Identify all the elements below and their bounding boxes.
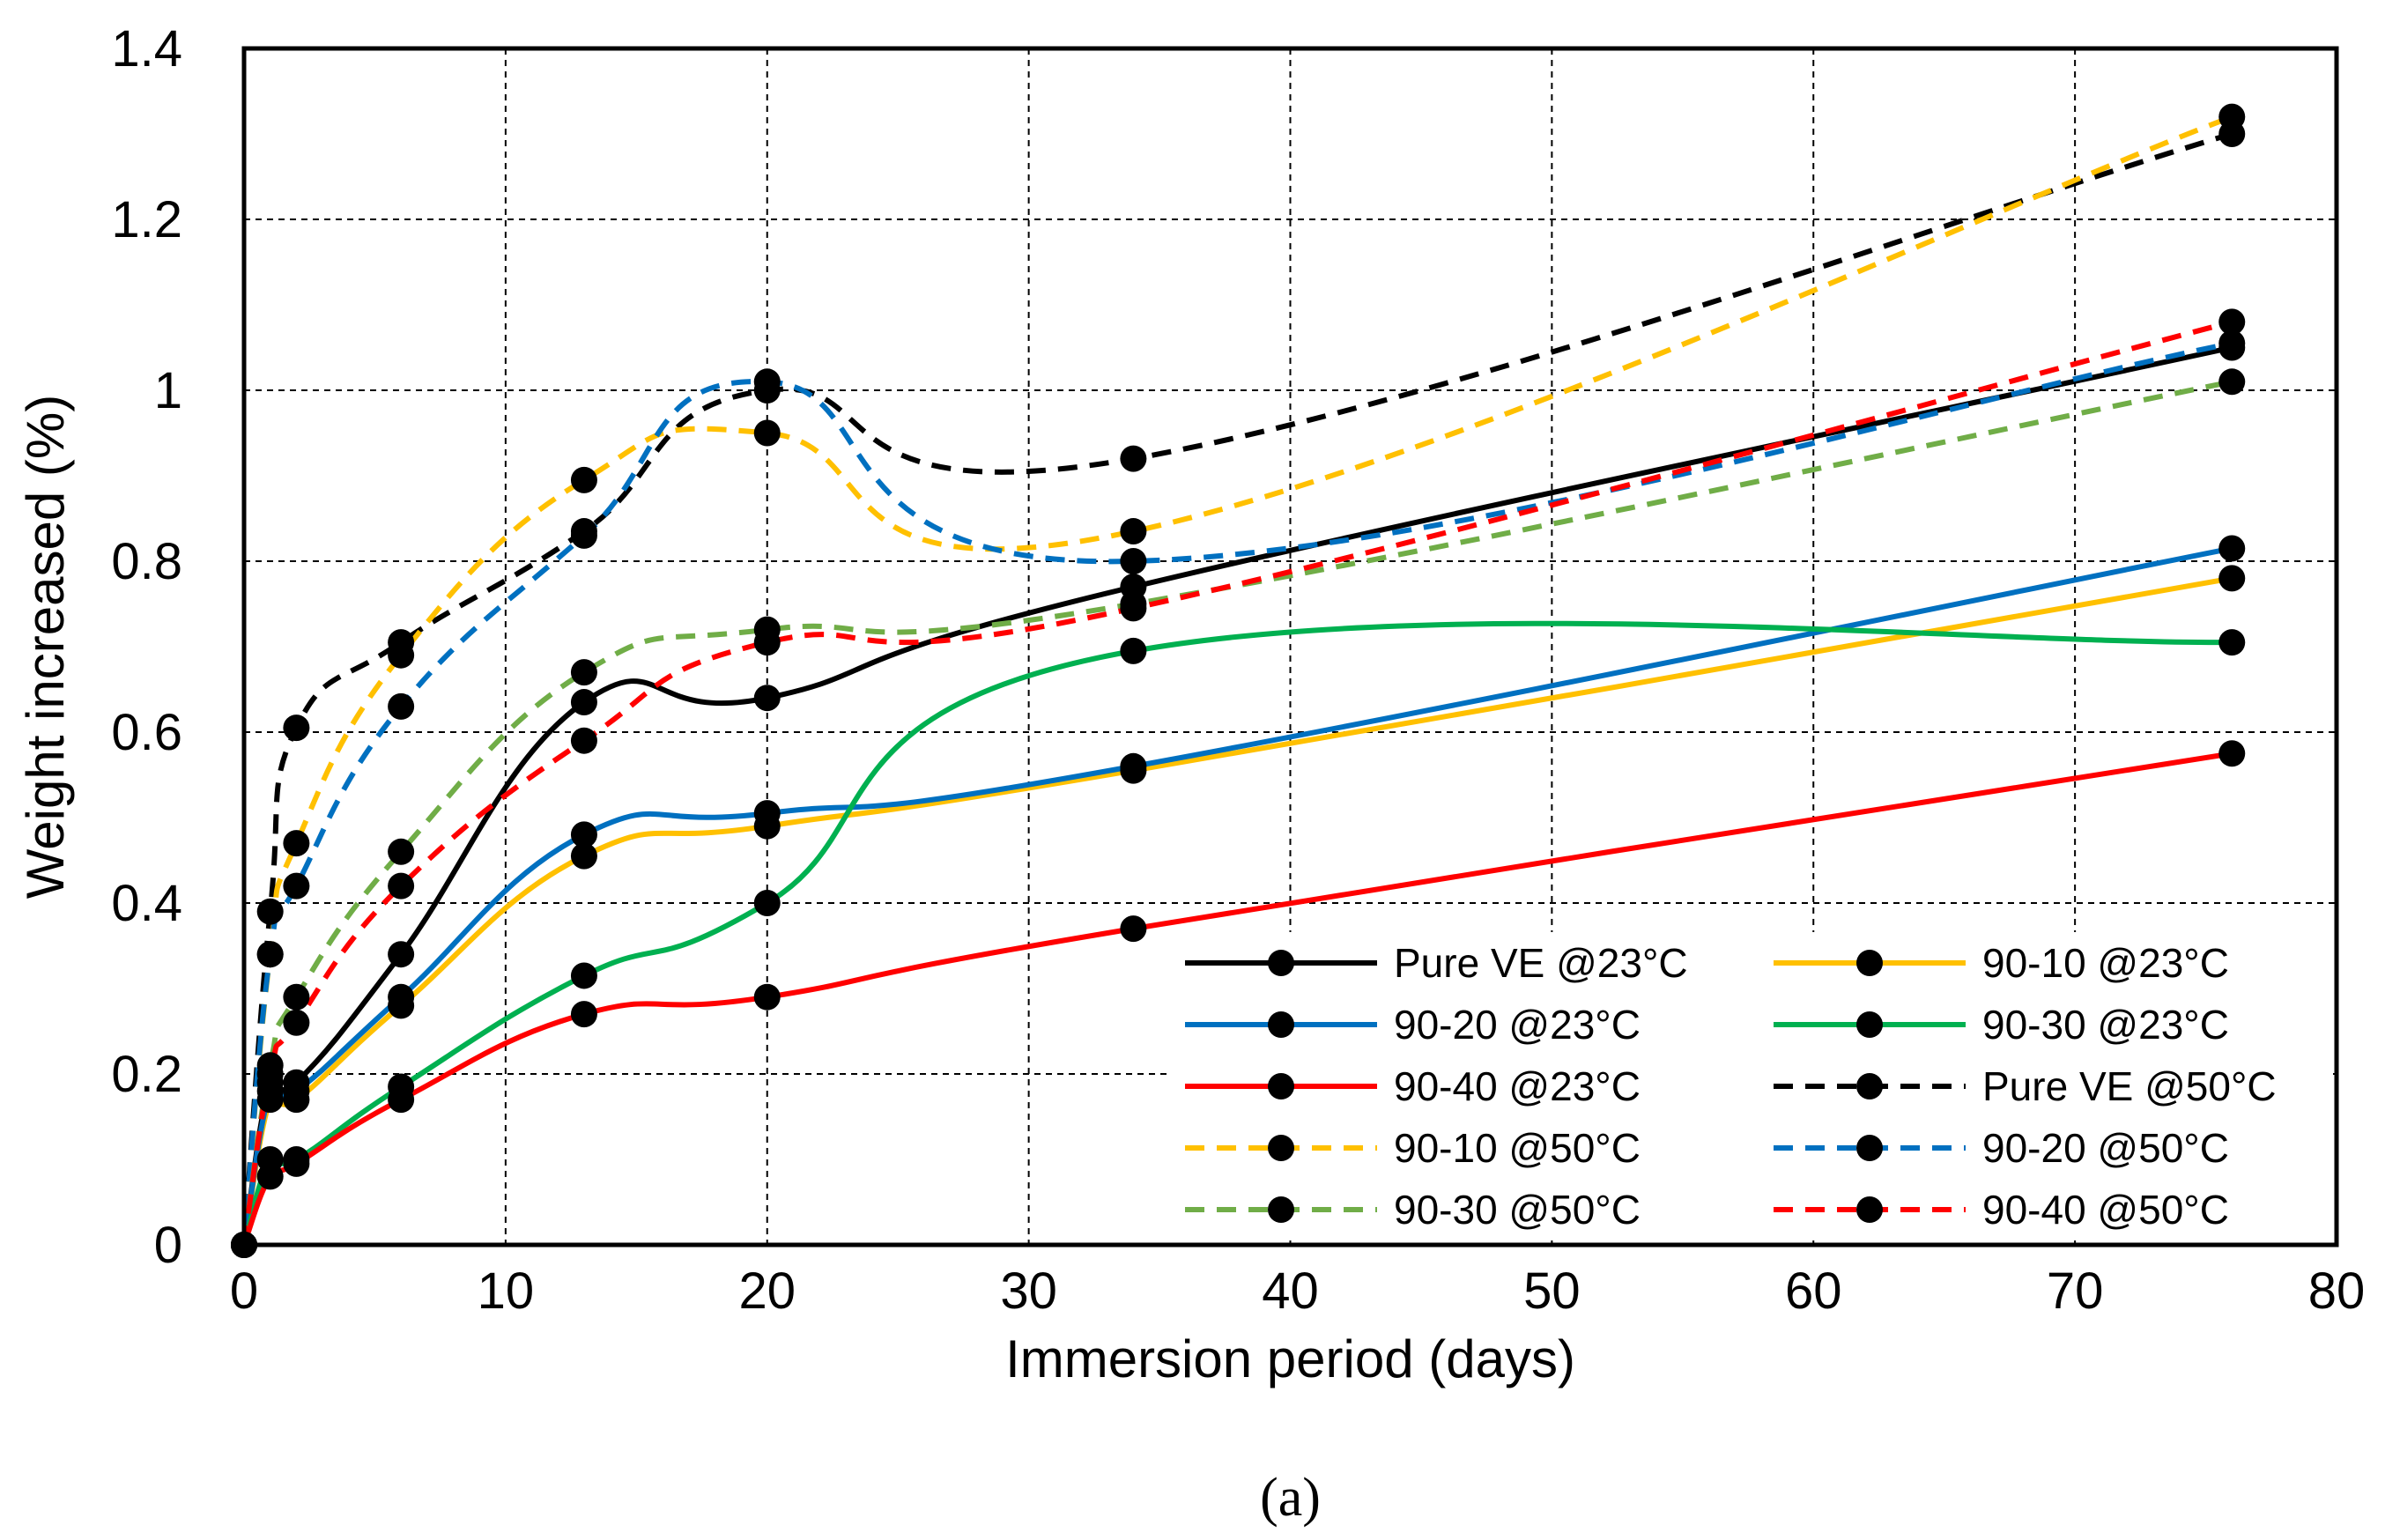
- tick-labels: 0 10 20 30 40 50 60 70 80 0 0.2 0.4 0.6 0.8 1 1.2 1.4: [111, 20, 2365, 1320]
- data-point-pure-ve-50c: [256, 898, 284, 925]
- data-point-90-40-23c: [1120, 915, 1147, 943]
- data-point-90-20-50c: [388, 692, 415, 720]
- legend-swatch-marker: [1268, 1196, 1294, 1223]
- x-tick-label: 80: [2308, 1262, 2366, 1320]
- data-point-pure-ve-23c: [753, 685, 781, 712]
- y-tick-label: 0.6: [111, 704, 182, 761]
- data-point-90-20-23c: [2218, 535, 2246, 562]
- legend-label: 90-10 @23°C: [1982, 940, 2229, 986]
- data-point-90-10-50c: [1120, 518, 1147, 545]
- y-tick-label: 1: [154, 362, 182, 419]
- legend-swatch-marker: [1268, 1011, 1294, 1038]
- x-tick-label: 70: [2047, 1262, 2104, 1320]
- data-point-90-30-50c: [388, 838, 415, 865]
- x-tick-label: 20: [738, 1262, 796, 1320]
- legend-label: 90-20 @50°C: [1982, 1125, 2229, 1171]
- data-point-90-10-23c: [570, 842, 597, 870]
- x-axis-title: Immersion period (days): [1005, 1329, 1575, 1388]
- plot-frame: [241, 46, 2339, 1248]
- data-point-90-20-23c: [283, 1077, 310, 1105]
- data-point-90-40-50c: [256, 1061, 284, 1087]
- series-line-90-10-50c: [241, 114, 2233, 1246]
- legend-label: 90-30 @23°C: [1982, 1002, 2229, 1048]
- data-point-90-40-23c: [283, 1150, 310, 1177]
- data-point-90-10-50c: [2218, 103, 2246, 130]
- x-tick-label: 60: [1785, 1262, 1842, 1320]
- y-tick-label: 0.2: [111, 1046, 182, 1103]
- data-point-90-40-23c: [570, 1001, 597, 1028]
- data-point-90-40-50c: [753, 629, 781, 656]
- data-point-pure-ve-50c: [283, 714, 310, 742]
- figure-caption: (a): [1260, 1468, 1321, 1528]
- x-tick-label: 40: [1262, 1262, 1319, 1320]
- x-tick-label: 50: [1523, 1262, 1581, 1320]
- legend-label: 90-40 @23°C: [1394, 1063, 1641, 1109]
- legend-label: 90-10 @50°C: [1394, 1125, 1641, 1171]
- data-point-90-10-23c: [2218, 565, 2246, 592]
- legend-swatch-marker: [1856, 950, 1883, 976]
- legend-label: Pure VE @23°C: [1394, 940, 1688, 986]
- data-point-90-20-50c: [753, 368, 781, 396]
- data-point-90-20-23c: [1120, 752, 1147, 780]
- data-point-90-20-50c: [283, 872, 310, 900]
- data-point-90-40-23c: [753, 983, 781, 1011]
- data-point-90-40-50c: [388, 872, 415, 900]
- data-point-90-20-23c: [570, 821, 597, 848]
- data-point-90-40-23c: [388, 1086, 415, 1114]
- data-point-90-20-23c: [753, 800, 781, 827]
- y-axis-title: Weight increased (%): [16, 395, 75, 899]
- data-point-pure-ve-23c: [570, 689, 597, 716]
- legend-label: 90-40 @50°C: [1982, 1187, 2229, 1233]
- y-tick-label: 0.4: [111, 875, 182, 932]
- x-tick-label: 0: [230, 1262, 258, 1320]
- data-point-90-20-50c: [2218, 329, 2246, 357]
- data-point-90-30-23c: [2218, 629, 2246, 656]
- x-tick-label: 10: [478, 1262, 535, 1320]
- data-point-90-30-50c: [283, 983, 310, 1011]
- data-point-90-40-50c: [283, 1009, 310, 1036]
- y-tick-label: 0.8: [111, 533, 182, 590]
- x-tick-label: 30: [1000, 1262, 1057, 1320]
- legend-label: 90-20 @23°C: [1394, 1002, 1641, 1048]
- data-point-90-40-23c: [256, 1163, 284, 1190]
- data-point-90-40-50c: [2218, 308, 2246, 336]
- data-point-90-20-50c: [570, 522, 597, 549]
- data-point-90-20-50c: [256, 941, 284, 968]
- series-line-90-30-50c: [241, 379, 2233, 1246]
- data-point-90-30-50c: [570, 659, 597, 686]
- legend-label: Pure VE @50°C: [1982, 1063, 2277, 1109]
- legend-swatch-marker: [1856, 1011, 1883, 1038]
- legend-swatch-marker: [1268, 1135, 1294, 1161]
- y-tick-label: 0: [154, 1217, 182, 1274]
- legend-label: 90-30 @50°C: [1394, 1187, 1641, 1233]
- legend-swatch-marker: [1856, 1196, 1883, 1223]
- data-point-90-30-23c: [1120, 637, 1147, 664]
- data-point-90-30-23c: [753, 890, 781, 916]
- series-line-pure-ve-50c: [241, 131, 2233, 1246]
- legend-swatch-marker: [1268, 950, 1294, 976]
- data-point-pure-ve-23c: [388, 941, 415, 968]
- data-point-90-40-50c: [1120, 595, 1147, 622]
- data-point-90-40-50c: [570, 727, 597, 754]
- legend-swatch-marker: [1268, 1073, 1294, 1099]
- data-point-90-10-50c: [283, 830, 310, 857]
- y-tick-label: 1.4: [111, 20, 182, 78]
- data-point-90-20-50c: [1120, 548, 1147, 574]
- data-point-90-40-23c: [2218, 740, 2246, 767]
- data-point-90-10-50c: [753, 419, 781, 447]
- data-point-90-30-50c: [2218, 368, 2246, 396]
- data-point-pure-ve-50c: [1120, 445, 1147, 472]
- legend-swatch-marker: [1856, 1073, 1883, 1099]
- y-tick-label: 1.2: [111, 191, 182, 248]
- legend: Pure VE @23°C 90-10 @23°C 90-20 @23°C 90-30…: [1172, 932, 2333, 1240]
- data-point-90-10-50c: [388, 641, 415, 669]
- data-point-90-10-50c: [570, 466, 597, 493]
- legend-swatch-marker: [1856, 1135, 1883, 1161]
- series-line-90-40-50c: [241, 319, 2233, 1246]
- data-point-90-20-23c: [388, 983, 415, 1011]
- data-point-90-30-23c: [570, 962, 597, 989]
